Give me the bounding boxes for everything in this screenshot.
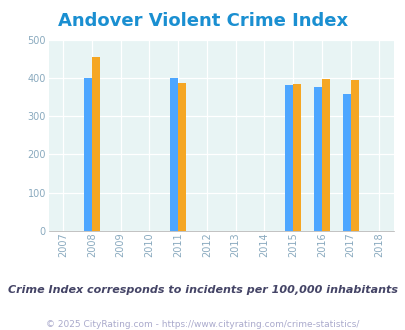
Bar — [83, 78, 92, 231]
Text: © 2025 CityRating.com - https://www.cityrating.com/crime-statistics/: © 2025 CityRating.com - https://www.city… — [46, 320, 359, 329]
Text: Crime Index corresponds to incidents per 100,000 inhabitants: Crime Index corresponds to incidents per… — [8, 285, 397, 295]
Bar — [342, 94, 350, 231]
Bar — [321, 79, 329, 231]
Bar — [178, 83, 186, 231]
Bar — [284, 85, 292, 231]
Bar — [292, 84, 301, 231]
Bar — [313, 87, 321, 231]
Bar — [350, 80, 358, 231]
Bar — [92, 57, 100, 231]
Text: Andover Violent Crime Index: Andover Violent Crime Index — [58, 12, 347, 30]
Bar — [170, 78, 178, 231]
